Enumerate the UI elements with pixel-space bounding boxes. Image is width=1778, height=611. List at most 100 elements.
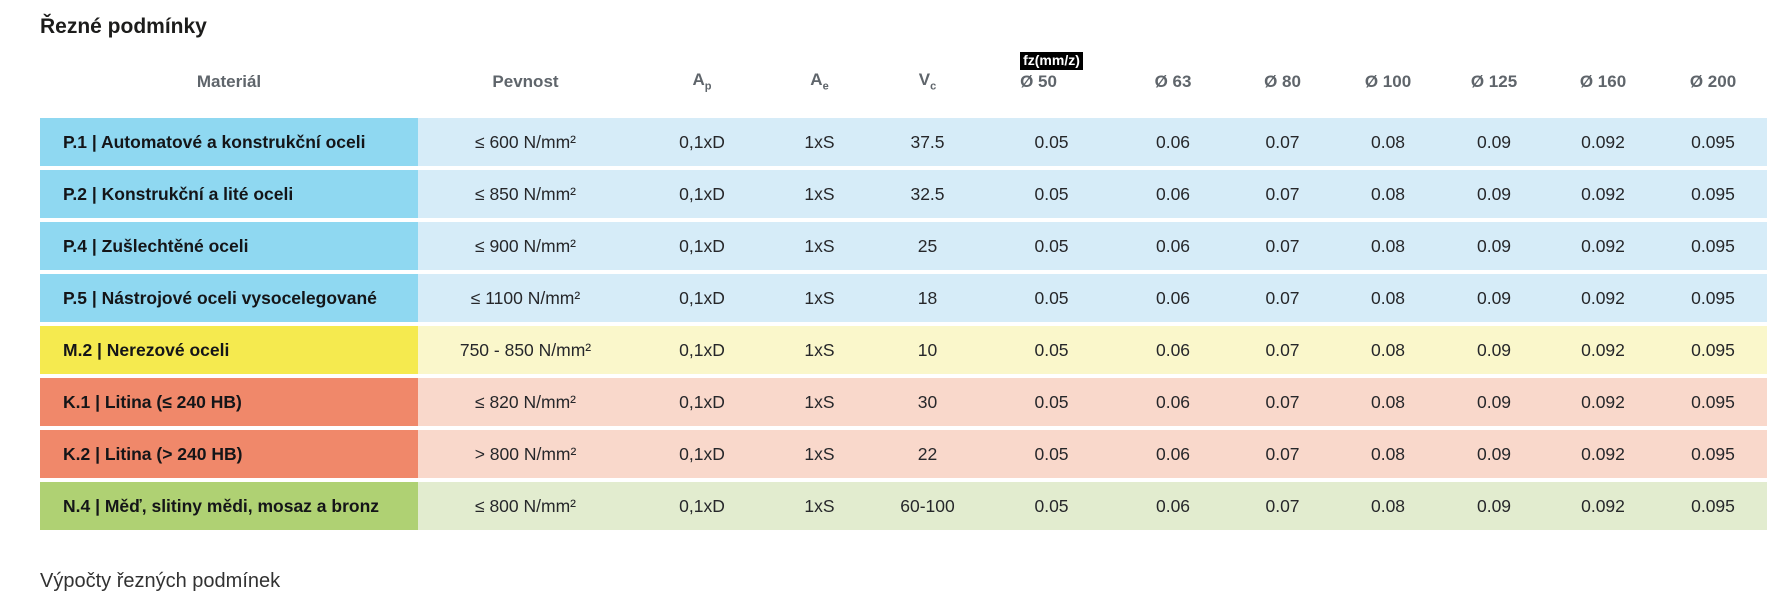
vc-cell: 30: [868, 378, 987, 426]
vc-cell: 32.5: [868, 170, 987, 218]
ae-cell: 1xS: [771, 118, 868, 166]
table-header-row: Materiál Pevnost Ap Ae Vc fz(mm/z) Ø 50 …: [40, 44, 1767, 114]
strength-cell: ≤ 1100 N/mm²: [418, 274, 633, 322]
fz-cell: 0.095: [1659, 482, 1767, 530]
fz-cell: 0.07: [1230, 274, 1335, 322]
ap-cell: 0,1xD: [633, 222, 771, 270]
fz-cell: 0.092: [1547, 170, 1659, 218]
table-row: K.1 | Litina (≤ 240 HB) ≤ 820 N/mm² 0,1xD 1…: [40, 378, 1767, 426]
strength-cell: ≤ 900 N/mm²: [418, 222, 633, 270]
ae-cell: 1xS: [771, 170, 868, 218]
fz-cell: 0.07: [1230, 118, 1335, 166]
fz-cell: 0.06: [1116, 170, 1230, 218]
column-header-ae: Ae: [810, 69, 829, 92]
fz-cell: 0.095: [1659, 378, 1767, 426]
ap-cell: 0,1xD: [633, 274, 771, 322]
column-header-d125: Ø 125: [1470, 72, 1518, 91]
ap-cell: 0,1xD: [633, 326, 771, 374]
fz-cell: 0.092: [1547, 274, 1659, 322]
material-cell: M.2 | Nerezové oceli: [40, 326, 418, 374]
fz-cell: 0.08: [1335, 118, 1441, 166]
ap-cell: 0,1xD: [633, 378, 771, 426]
fz-cell: 0.07: [1230, 482, 1335, 530]
table-row: N.4 | Měď, slitiny mědi, mosaz a bronz ≤ …: [40, 482, 1767, 530]
vc-cell: 25: [868, 222, 987, 270]
fz-cell: 0.06: [1116, 326, 1230, 374]
column-header-vc: Vc: [918, 69, 937, 92]
fz-cell: 0.05: [987, 222, 1116, 270]
fz-cell: 0.092: [1547, 482, 1659, 530]
ae-cell: 1xS: [771, 326, 868, 374]
ap-cell: 0,1xD: [633, 118, 771, 166]
fz-cell: 0.05: [987, 378, 1116, 426]
fz-cell: 0.09: [1441, 274, 1547, 322]
ap-cell: 0,1xD: [633, 482, 771, 530]
cutting-conditions-table: Materiál Pevnost Ap Ae Vc fz(mm/z) Ø 50 …: [40, 40, 1767, 534]
strength-cell: 750 - 850 N/mm²: [418, 326, 633, 374]
material-cell: P.5 | Nástrojové oceli vysocelegované: [40, 274, 418, 322]
fz-cell: 0.05: [987, 326, 1116, 374]
fz-cell: 0.09: [1441, 170, 1547, 218]
ae-cell: 1xS: [771, 378, 868, 426]
diameter-label: Ø 50: [1020, 72, 1057, 91]
material-cell: P.4 | Zušlechtěné oceli: [40, 222, 418, 270]
fz-cell: 0.06: [1116, 118, 1230, 166]
fz-cell: 0.07: [1230, 326, 1335, 374]
column-header-d100: Ø 100: [1364, 72, 1412, 91]
fz-cell: 0.08: [1335, 170, 1441, 218]
vc-cell: 22: [868, 430, 987, 478]
material-cell: N.4 | Měď, slitiny mědi, mosaz a bronz: [40, 482, 418, 530]
fz-cell: 0.09: [1441, 378, 1547, 426]
ae-cell: 1xS: [771, 430, 868, 478]
vc-cell: 10: [868, 326, 987, 374]
column-header-d200: Ø 200: [1689, 72, 1737, 91]
ap-cell: 0,1xD: [633, 430, 771, 478]
fz-cell: 0.05: [987, 118, 1116, 166]
fz-cell: 0.095: [1659, 430, 1767, 478]
material-cell: P.2 | Konstrukční a lité oceli: [40, 170, 418, 218]
fz-cell: 0.09: [1441, 430, 1547, 478]
fz-cell: 0.092: [1547, 118, 1659, 166]
column-header-strength: Pevnost: [492, 72, 559, 91]
fz-cell: 0.095: [1659, 118, 1767, 166]
fz-cell: 0.09: [1441, 482, 1547, 530]
fz-cell: 0.07: [1230, 170, 1335, 218]
fz-cell: 0.05: [987, 482, 1116, 530]
fz-cell: 0.06: [1116, 274, 1230, 322]
strength-cell: > 800 N/mm²: [418, 430, 633, 478]
fz-unit-badge: fz(mm/z): [1020, 52, 1083, 70]
fz-cell: 0.08: [1335, 326, 1441, 374]
fz-cell: 0.08: [1335, 378, 1441, 426]
fz-cell: 0.092: [1547, 222, 1659, 270]
fz-cell: 0.08: [1335, 222, 1441, 270]
vc-cell: 60-100: [868, 482, 987, 530]
ap-cell: 0,1xD: [633, 170, 771, 218]
fz-cell: 0.07: [1230, 430, 1335, 478]
fz-cell: 0.095: [1659, 170, 1767, 218]
material-cell: K.1 | Litina (≤ 240 HB): [40, 378, 418, 426]
fz-cell: 0.095: [1659, 222, 1767, 270]
ae-cell: 1xS: [771, 482, 868, 530]
column-header-material: Materiál: [196, 72, 262, 91]
fz-cell: 0.09: [1441, 118, 1547, 166]
fz-cell: 0.08: [1335, 430, 1441, 478]
next-section-heading: Výpočty řezných podmínek: [40, 570, 281, 592]
vc-cell: 37.5: [868, 118, 987, 166]
fz-cell: 0.095: [1659, 274, 1767, 322]
column-header-d80: Ø 80: [1264, 72, 1301, 91]
table-row: K.2 | Litina (> 240 HB) > 800 N/mm² 0,1xD 1…: [40, 430, 1767, 478]
material-cell: P.1 | Automatové a konstrukční oceli: [40, 118, 418, 166]
ae-cell: 1xS: [771, 274, 868, 322]
column-header-d50: fz(mm/z) Ø 50: [987, 44, 1116, 114]
fz-cell: 0.07: [1230, 378, 1335, 426]
column-header-d160: Ø 160: [1579, 72, 1627, 91]
strength-cell: ≤ 800 N/mm²: [418, 482, 633, 530]
fz-cell: 0.05: [987, 274, 1116, 322]
table-row: P.4 | Zušlechtěné oceli ≤ 900 N/mm² 0,1xD 1…: [40, 222, 1767, 270]
column-header-d63: Ø 63: [1154, 72, 1192, 91]
strength-cell: ≤ 600 N/mm²: [418, 118, 633, 166]
table-row: P.2 | Konstrukční a lité oceli ≤ 850 N/mm…: [40, 170, 1767, 218]
fz-cell: 0.092: [1547, 326, 1659, 374]
fz-cell: 0.06: [1116, 222, 1230, 270]
page-title: Řezné podmínky: [40, 15, 207, 38]
